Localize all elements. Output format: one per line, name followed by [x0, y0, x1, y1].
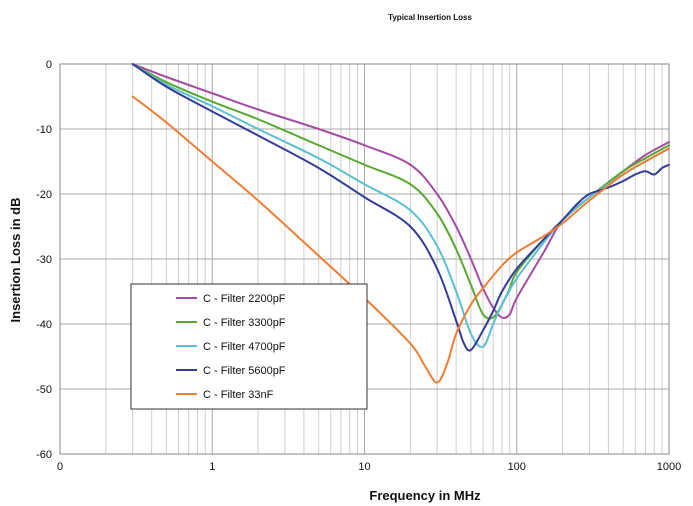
legend-label: C - Filter 5600pF [203, 365, 286, 377]
legend-label: C - Filter 3300pF [203, 317, 286, 329]
y-tick-label: -10 [36, 124, 52, 136]
x-tick-label: 10 [358, 461, 370, 473]
x-tick-label: 1000 [657, 461, 681, 473]
tick-labels: 0 1 10 100 1000 0 -10 -20 -30 -40 -50 -60 [36, 59, 681, 473]
y-tick-label: -30 [36, 254, 52, 266]
y-tick-label: -60 [36, 449, 52, 461]
legend: C - Filter 2200pF C - Filter 3300pF C - Fi… [130, 283, 368, 410]
x-tick-label: 0 [57, 461, 63, 473]
series-line-2 [131, 63, 670, 320]
series-line-4 [131, 63, 670, 352]
chart-title: Typical Insertion Loss [388, 13, 472, 22]
series-lines [131, 63, 670, 384]
plot-frame [59, 63, 670, 455]
y-tick-label: -50 [36, 384, 52, 396]
x-tick-label: 1 [209, 461, 215, 473]
legend-label: C - Filter 33nF [203, 389, 274, 401]
x-axis-title: Frequency in MHz [369, 488, 481, 503]
legend-box [130, 283, 368, 410]
legend-label: C - Filter 2200pF [203, 293, 286, 305]
legend-label: C - Filter 4700pF [203, 341, 286, 353]
y-tick-label: 0 [46, 59, 52, 71]
y-axis-title: Insertion Loss in dB [8, 198, 23, 323]
y-tick-label: -20 [36, 189, 52, 201]
series-line-5 [131, 95, 670, 384]
x-tick-label: 100 [508, 461, 526, 473]
y-tick-label: -40 [36, 319, 52, 331]
